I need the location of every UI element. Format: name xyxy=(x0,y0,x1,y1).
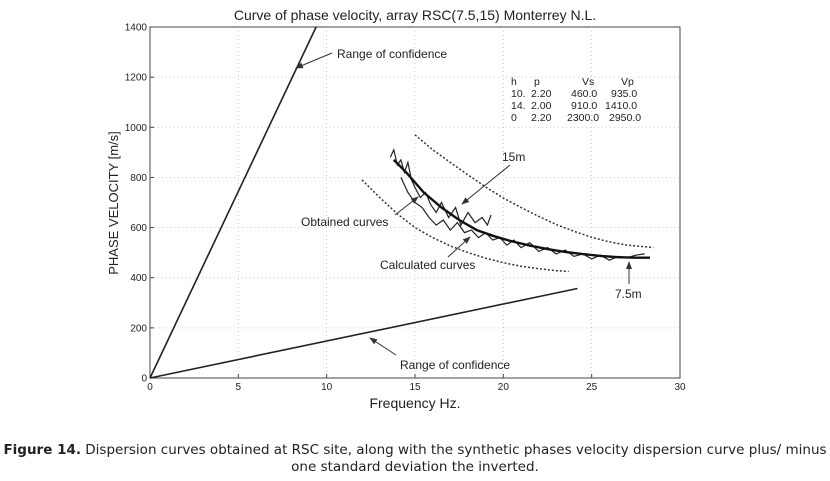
x-tick-label: 25 xyxy=(586,382,598,393)
arrow-range-lower xyxy=(369,337,397,356)
table-header-vp: Vp xyxy=(621,76,634,88)
arrow-obtained xyxy=(394,196,419,216)
arrow-15m xyxy=(461,164,511,205)
std-upper-dotted-line xyxy=(414,134,654,249)
annotations: Range of confidence Range of confidence … xyxy=(295,47,642,372)
annotation-15m: 15m xyxy=(502,150,525,164)
series-group xyxy=(149,26,654,379)
table-header-h: h xyxy=(511,76,517,88)
grid xyxy=(150,27,680,378)
x-tick-label: 10 xyxy=(321,382,333,393)
x-tick-label: 20 xyxy=(498,382,510,393)
x-axis-label: Frequency Hz. xyxy=(369,395,460,411)
x-tick-label: 0 xyxy=(147,382,153,393)
y-tick-label: 1400 xyxy=(125,23,148,34)
confidence-upper-line xyxy=(149,26,317,379)
y-tick-label: 200 xyxy=(130,323,147,334)
chart-title: Curve of phase velocity, array RSC(7.5,1… xyxy=(234,7,596,23)
calculated-curve xyxy=(392,159,650,259)
y-tick-label: 600 xyxy=(130,223,147,234)
model-table: h p Vs Vp 10. 2.20 460.0 935.0 14. 2.00 … xyxy=(511,76,641,124)
y-tick-label: 800 xyxy=(130,173,147,184)
x-tick-label: 15 xyxy=(409,382,421,393)
table-cell: 1410.0 xyxy=(605,100,637,112)
table-cell: 2.00 xyxy=(531,100,552,112)
table-cell: 14. xyxy=(511,100,526,112)
y-axis-label: PHASE VELOCITY [m/s] xyxy=(106,131,121,275)
caption-label: Figure 14. xyxy=(3,442,81,458)
annotation-calculated: Calculated curves xyxy=(380,258,475,272)
confidence-lower-line xyxy=(149,287,578,379)
table-cell: 2950.0 xyxy=(609,112,641,124)
x-tick-label: 30 xyxy=(674,382,686,393)
figure-caption: Figure 14. Dispersion curves obtained at… xyxy=(0,442,830,476)
table-cell: 2.20 xyxy=(531,88,552,100)
table-header-p: p xyxy=(534,76,540,88)
annotation-obtained: Obtained curves xyxy=(301,215,388,229)
table-cell: 460.0 xyxy=(571,88,597,100)
y-tick-label: 1200 xyxy=(125,73,148,84)
table-cell: 0 xyxy=(511,112,517,124)
obtained-curve-15m xyxy=(389,147,492,227)
annotation-range-lower: Range of confidence xyxy=(400,358,510,372)
table-header-vs: Vs xyxy=(582,76,594,88)
table-cell: 2.20 xyxy=(531,112,552,124)
annotation-range-upper: Range of confidence xyxy=(337,47,447,61)
table-cell: 910.0 xyxy=(571,100,597,112)
arrow-calculated xyxy=(447,236,471,258)
x-tick-label: 5 xyxy=(236,382,242,393)
table-cell: 935.0 xyxy=(611,88,637,100)
caption-text: Dispersion curves obtained at RSC site, … xyxy=(81,442,827,475)
axis-ticks: 0 5 10 15 20 25 30 0 200 400 600 800 1000 1200 1400 xyxy=(125,23,686,394)
table-cell: 10. xyxy=(511,88,526,100)
y-tick-label: 400 xyxy=(130,273,147,284)
phase-velocity-chart: 0 5 10 15 20 25 30 0 200 400 600 800 1000 1200 1400 Cu… xyxy=(106,7,686,411)
arrow-range-upper xyxy=(295,52,333,69)
y-tick-label: 1000 xyxy=(125,123,148,134)
annotation-75m: 7.5m xyxy=(615,287,642,301)
y-tick-label: 0 xyxy=(141,374,147,385)
table-cell: 2300.0 xyxy=(567,112,599,124)
obtained-curve-7-5m xyxy=(400,177,645,261)
